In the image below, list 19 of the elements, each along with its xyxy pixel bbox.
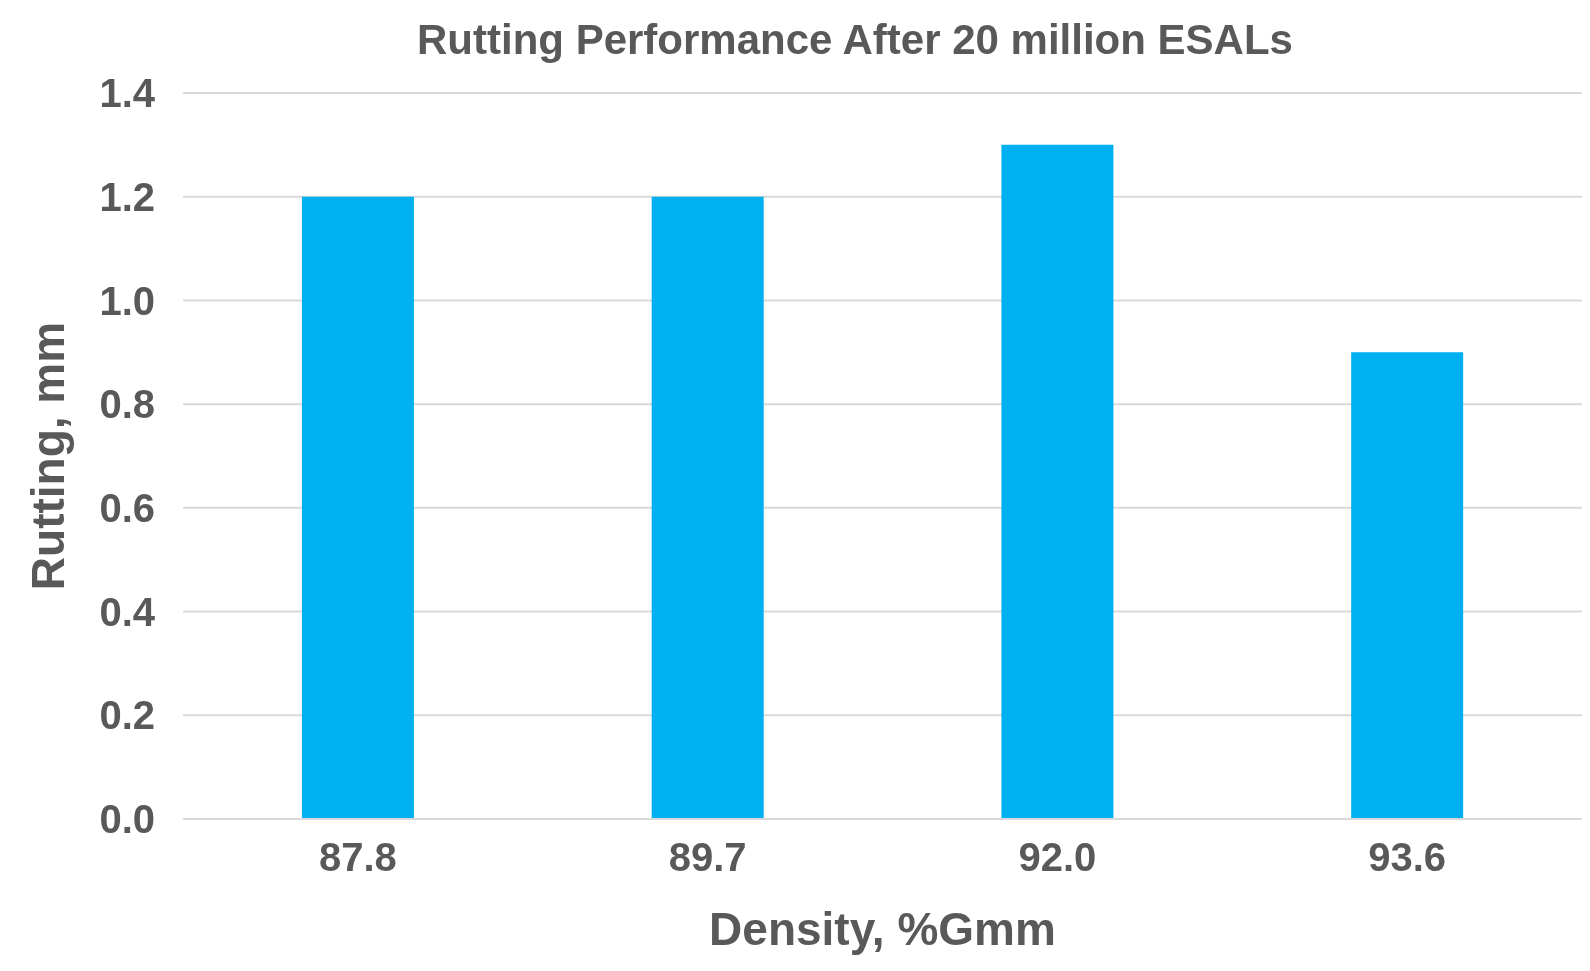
bar xyxy=(1351,352,1464,819)
x-tick-label: 87.8 xyxy=(318,835,397,880)
y-tick-label: 0.6 xyxy=(99,486,155,531)
x-tick-label: 93.6 xyxy=(1368,835,1447,880)
y-axis-title: Rutting, mm xyxy=(22,321,75,591)
y-tick-label: 0.0 xyxy=(99,797,155,842)
y-tick-label: 0.4 xyxy=(99,589,156,634)
x-tick-label: 92.0 xyxy=(1018,835,1097,880)
y-tick-label: 1.4 xyxy=(99,71,156,116)
y-tick-label: 1.0 xyxy=(99,278,155,323)
y-tick-label: 0.8 xyxy=(99,382,155,427)
chart-title: Rutting Performance After 20 million ESALs xyxy=(416,16,1294,64)
bar xyxy=(301,196,414,819)
x-axis-title: Density, %Gmm xyxy=(709,903,1056,955)
x-tick-label: 89.7 xyxy=(668,835,747,880)
y-tick-label: 0.2 xyxy=(99,693,155,738)
bar xyxy=(1001,144,1114,819)
y-tick-label: 1.2 xyxy=(99,174,155,219)
bar xyxy=(651,196,764,819)
